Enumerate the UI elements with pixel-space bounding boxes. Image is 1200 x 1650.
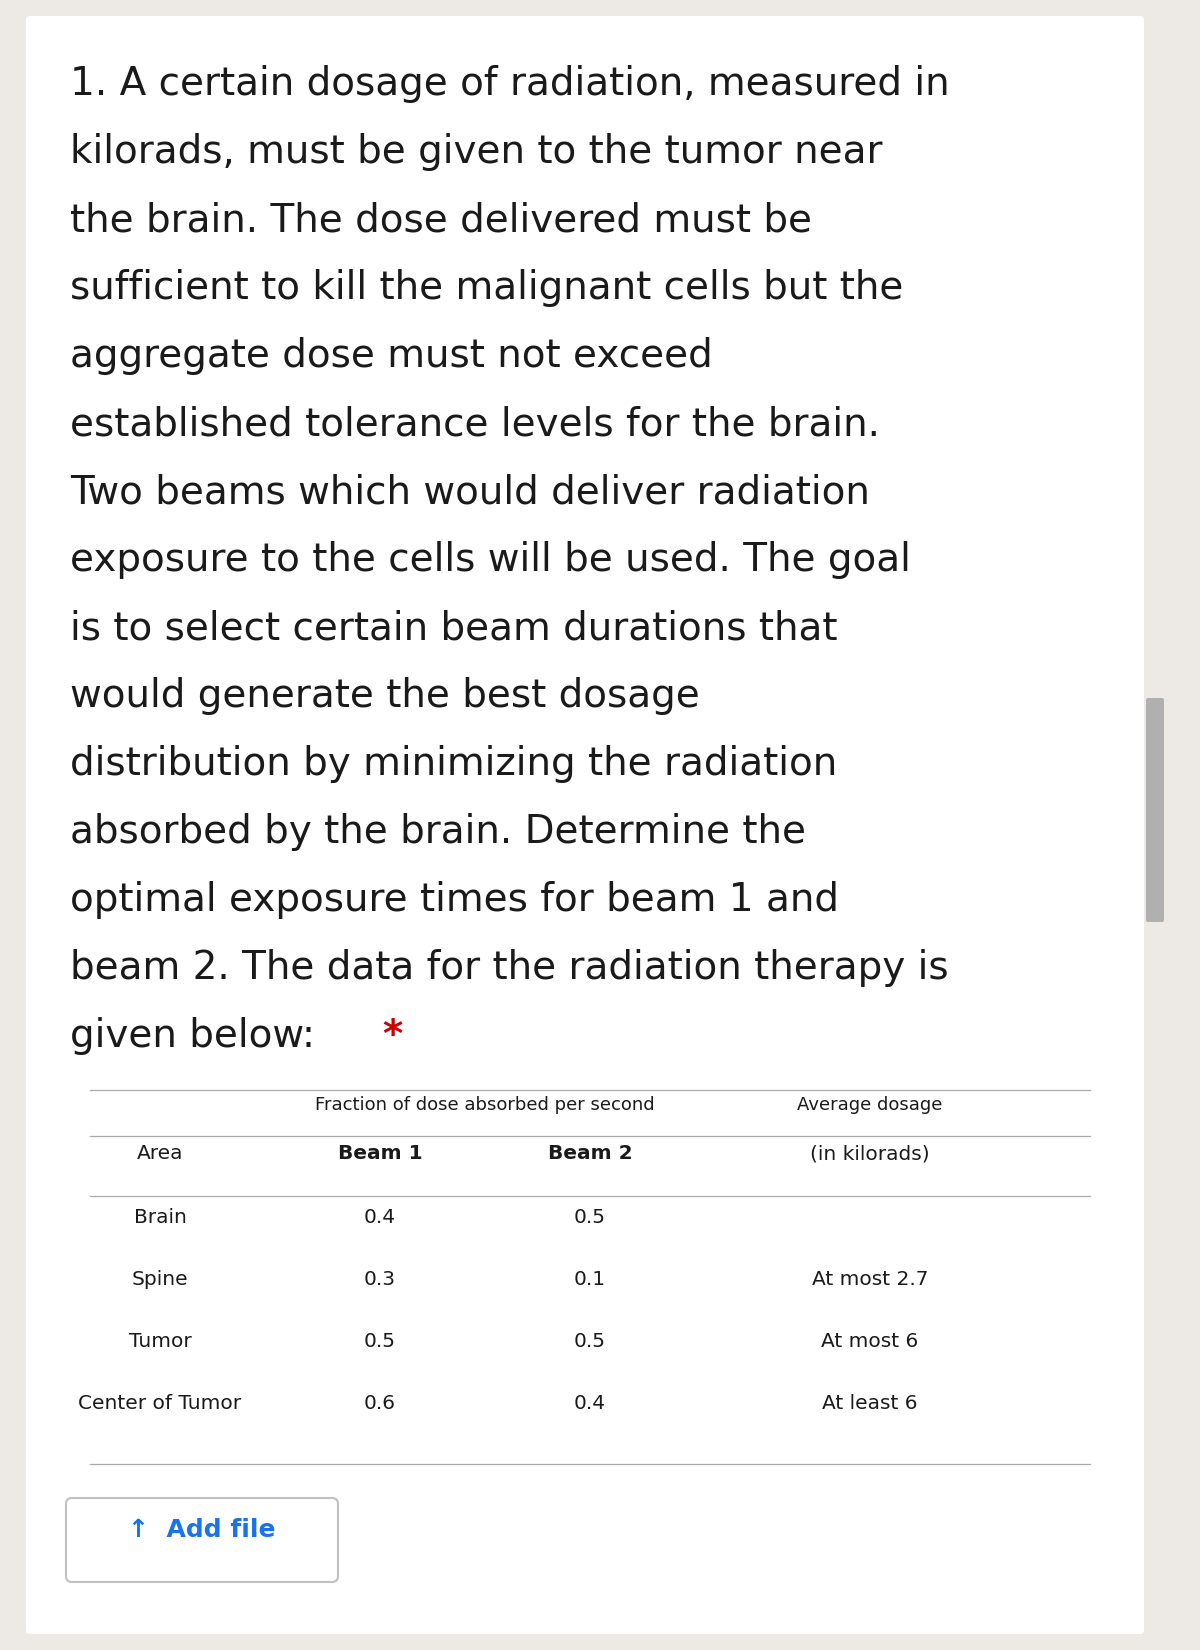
Text: Beam 1: Beam 1 [337,1143,422,1163]
Text: Spine: Spine [132,1270,188,1289]
Text: (in kilorads): (in kilorads) [810,1143,930,1163]
Text: 0.5: 0.5 [364,1332,396,1351]
Text: 0.5: 0.5 [574,1332,606,1351]
FancyBboxPatch shape [66,1498,338,1582]
Text: Area: Area [137,1143,184,1163]
Text: 0.3: 0.3 [364,1270,396,1289]
Text: 0.4: 0.4 [574,1394,606,1412]
Text: Fraction of dose absorbed per second: Fraction of dose absorbed per second [316,1096,655,1114]
Text: Two beams which would deliver radiation: Two beams which would deliver radiation [70,474,870,512]
FancyBboxPatch shape [26,16,1144,1634]
Text: aggregate dose must not exceed: aggregate dose must not exceed [70,337,713,375]
Text: 0.1: 0.1 [574,1270,606,1289]
Text: At most 6: At most 6 [821,1332,919,1351]
Text: Beam 2: Beam 2 [547,1143,632,1163]
Text: 0.5: 0.5 [574,1208,606,1228]
Text: is to select certain beam durations that: is to select certain beam durations that [70,609,838,647]
Text: Tumor: Tumor [128,1332,191,1351]
Text: *: * [382,1016,402,1054]
Text: established tolerance levels for the brain.: established tolerance levels for the bra… [70,404,880,442]
FancyBboxPatch shape [1146,698,1164,922]
Text: Center of Tumor: Center of Tumor [78,1394,241,1412]
Text: beam 2. The data for the radiation therapy is: beam 2. The data for the radiation thera… [70,949,949,987]
Text: given below:: given below: [70,1016,328,1054]
Text: At least 6: At least 6 [822,1394,918,1412]
Text: ↑  Add file: ↑ Add file [128,1518,276,1543]
Text: exposure to the cells will be used. The goal: exposure to the cells will be used. The … [70,541,911,579]
Text: optimal exposure times for beam 1 and: optimal exposure times for beam 1 and [70,881,839,919]
Text: Average dosage: Average dosage [797,1096,943,1114]
Text: sufficient to kill the malignant cells but the: sufficient to kill the malignant cells b… [70,269,904,307]
Text: distribution by minimizing the radiation: distribution by minimizing the radiation [70,746,838,784]
Text: would generate the best dosage: would generate the best dosage [70,676,700,714]
Text: 0.4: 0.4 [364,1208,396,1228]
Text: the brain. The dose delivered must be: the brain. The dose delivered must be [70,201,812,239]
Text: Brain: Brain [133,1208,186,1228]
Text: kilorads, must be given to the tumor near: kilorads, must be given to the tumor nea… [70,134,882,172]
Text: 0.6: 0.6 [364,1394,396,1412]
Text: 1. A certain dosage of radiation, measured in: 1. A certain dosage of radiation, measur… [70,64,949,102]
Text: At most 2.7: At most 2.7 [811,1270,929,1289]
Text: absorbed by the brain. Determine the: absorbed by the brain. Determine the [70,813,806,851]
